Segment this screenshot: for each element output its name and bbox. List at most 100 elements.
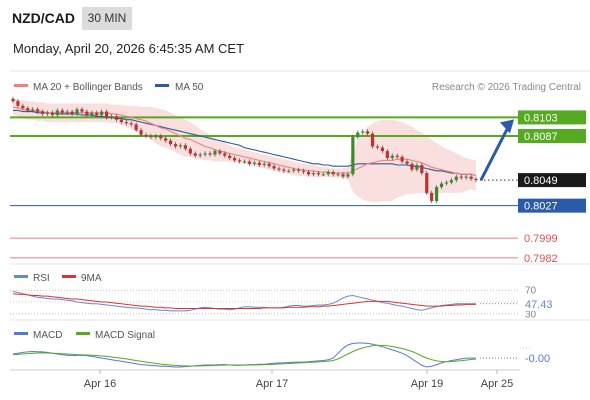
ma20-line (12, 106, 477, 177)
level-label-box-3 (518, 198, 586, 213)
rsi-current-box (519, 296, 557, 311)
bollinger-band-area (13, 98, 476, 203)
candle-body (444, 182, 449, 184)
candle-body (50, 112, 55, 116)
candle-body (469, 176, 473, 179)
candle-body (228, 155, 232, 159)
candle-body (213, 151, 217, 155)
candle-body (385, 151, 389, 159)
candle-body (282, 169, 286, 171)
forecast-arrow-head (500, 119, 514, 134)
candle-body (70, 111, 74, 114)
candle-body (193, 153, 197, 156)
candle-body (316, 173, 320, 175)
timeframe-button[interactable]: 30 MIN (82, 7, 132, 30)
candle-body (292, 169, 296, 171)
candle-body (104, 111, 109, 118)
candle-body (55, 110, 59, 116)
candle-body (262, 163, 266, 166)
time-tick-label: Apr 25 (481, 378, 513, 390)
level-label-0: 0.8103 (524, 112, 558, 124)
chart-datetime: Monday, April 20, 2026 6:45:35 AM CET (13, 41, 245, 56)
copyright-text: Research © 2026 Trading Central (432, 82, 581, 93)
candle-body (26, 108, 30, 111)
forecast-arrow-shaft (479, 124, 511, 181)
candle-body (267, 163, 271, 167)
candle-body (247, 161, 252, 164)
candle-body (90, 112, 94, 116)
candle-body (400, 156, 404, 162)
level-label-4: 0.7999 (524, 233, 558, 245)
candle-body (178, 145, 183, 147)
macd-current-value: -0.00 (525, 353, 550, 365)
candle-body (31, 109, 35, 111)
candle-body (454, 176, 458, 181)
candle-body (410, 163, 414, 170)
moving-averages (12, 106, 477, 177)
candle-body (159, 135, 163, 139)
forecast-arrow (479, 119, 514, 181)
candle-body (36, 109, 40, 112)
candle-body (164, 138, 168, 141)
rsi-indicator: 70503047.43 (10, 286, 557, 320)
candle-body (134, 124, 138, 131)
time-axis: Apr 16 Apr 17 Apr 19 Apr 25 (84, 370, 513, 390)
time-tick-label: Apr 16 (84, 378, 116, 390)
rsi-ma-line (12, 293, 476, 309)
candle-body (119, 119, 123, 123)
candle-body (420, 165, 424, 174)
level-label-1: 0.8087 (524, 131, 558, 143)
candle-body (395, 155, 399, 157)
candle-body (169, 140, 173, 145)
candle-body (287, 170, 291, 172)
candle-body (124, 122, 128, 124)
candle-body (11, 98, 15, 102)
candle-body (149, 135, 153, 138)
candle-body (306, 171, 311, 175)
candle-body (375, 146, 380, 148)
candle-body (356, 132, 360, 138)
candle-body (361, 131, 365, 133)
rsi-tick-label: 30 (525, 309, 537, 320)
ma20-legend-label: MA 20 + Bollinger Bands (33, 82, 143, 93)
time-tick-label: Apr 19 (411, 378, 443, 390)
candle-body (45, 112, 50, 114)
pair-title: NZD/CAD (12, 10, 75, 26)
candle-body (464, 176, 468, 178)
candle-body (439, 183, 444, 188)
candle-body (144, 134, 148, 136)
candle-body (380, 147, 385, 152)
macd-legend-swatch (14, 332, 28, 335)
macd-signal-legend-label: MACD Signal (95, 330, 155, 341)
macd-signal-line (12, 344, 477, 367)
candle-body (198, 154, 202, 156)
candle-body (114, 116, 119, 120)
candle-body (237, 160, 242, 162)
rsi-legend-swatch (14, 275, 28, 278)
candle-body (183, 145, 187, 149)
candle-body (154, 135, 158, 138)
candle-body (351, 137, 355, 175)
level-label-3: 0.8027 (524, 201, 558, 213)
candle-body (203, 153, 207, 155)
level-label-box-2 (518, 173, 586, 188)
ma50-line (13, 109, 477, 177)
rsi-ma-legend-swatch (62, 275, 76, 278)
candle-body (252, 162, 256, 164)
price-candles (11, 96, 478, 204)
level-label-box-0 (518, 110, 586, 125)
time-tick-label: Apr 17 (256, 378, 288, 390)
candle-body (321, 174, 325, 176)
rsi-current-value: 47.43 (525, 299, 553, 311)
candle-body (80, 109, 84, 112)
candle-body (390, 155, 394, 159)
candle-body (208, 153, 212, 155)
macd-signal-legend-swatch (76, 332, 90, 335)
candle-body (173, 144, 178, 147)
rsi-tick-label: 70 (525, 286, 537, 297)
level-label-2: 0.8049 (524, 175, 558, 187)
candle-body (336, 174, 340, 176)
candle-body (425, 173, 429, 193)
candle-body (242, 161, 247, 163)
